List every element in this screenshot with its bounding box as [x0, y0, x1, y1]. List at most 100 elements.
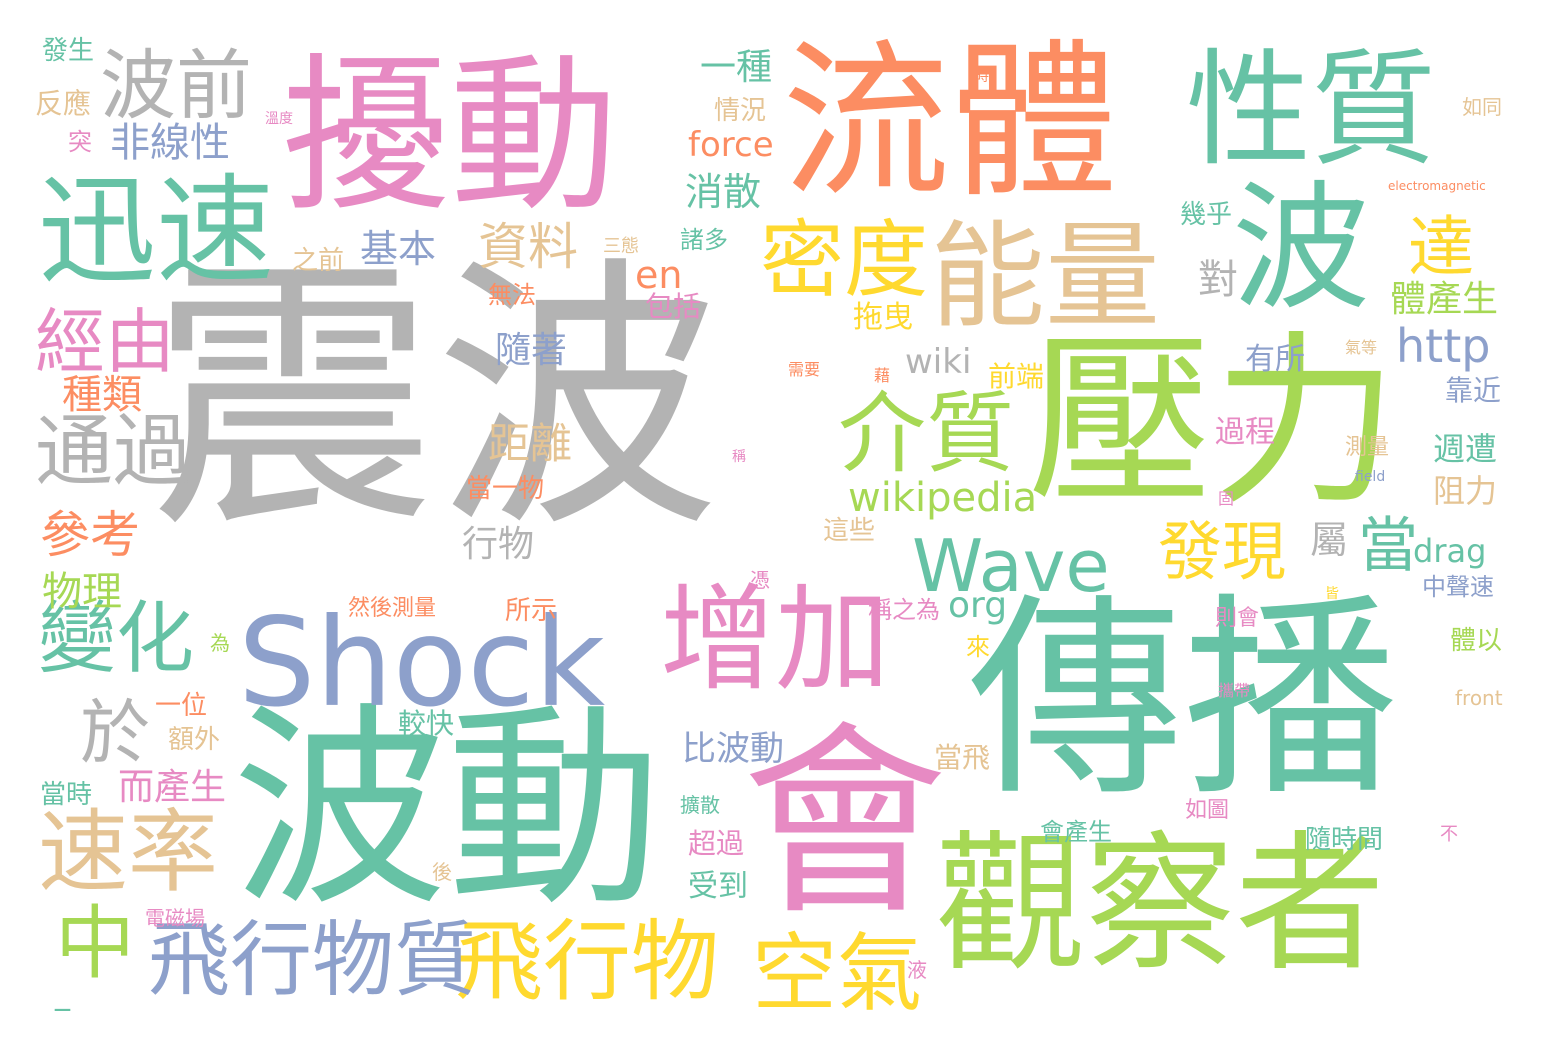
word: 幾乎 [1180, 200, 1233, 230]
word: 稱 [732, 449, 746, 465]
word: 壓力 [1028, 314, 1398, 530]
word: 測量 [1345, 435, 1390, 460]
word: electromagnetic [1388, 179, 1486, 193]
word: 當一物 [466, 474, 545, 504]
word: 氣等 [1345, 338, 1378, 357]
word: 三態 [603, 236, 639, 257]
word: en [635, 253, 683, 297]
word: 距離 [488, 419, 573, 468]
word: 對 [1198, 257, 1238, 303]
word: 週遭 [1433, 430, 1498, 468]
word: 時 [975, 69, 989, 85]
word: 則會 [1215, 606, 1260, 631]
word: 飛行物質 [148, 913, 477, 1008]
word: 中 [55, 897, 135, 990]
word: wikipedia [848, 475, 1038, 521]
word: 經由 [35, 301, 175, 383]
word: 當時 [40, 780, 93, 810]
word: 來 [966, 633, 990, 661]
word: 過程 [1215, 415, 1275, 450]
word: 額外 [168, 725, 221, 755]
word: 非線性 [110, 120, 230, 166]
word: 靠近 [1445, 374, 1502, 407]
word: 為 [210, 631, 230, 655]
word: 基本 [360, 227, 437, 271]
word: 屬 [1310, 518, 1349, 562]
word: 種類 [62, 372, 142, 418]
word: 後 [432, 860, 452, 884]
word: drag [1413, 532, 1487, 570]
word: 阻力 [1433, 472, 1498, 510]
word: 性質 [1186, 38, 1436, 183]
word: 當 [1358, 511, 1418, 581]
word: 體產生 [1390, 279, 1499, 320]
word: 包括 [645, 290, 702, 323]
word: 所示 [505, 596, 558, 626]
word: wiki [905, 342, 972, 382]
word: 迅速 [38, 162, 275, 300]
word: 而產生 [118, 767, 227, 808]
word: 震波 [150, 234, 720, 566]
word: 不 [1440, 824, 1458, 845]
word: 參考 [40, 506, 140, 564]
word: 空氣 [752, 925, 923, 1024]
word: 情況 [714, 96, 767, 126]
word: 較快 [398, 707, 455, 740]
word: 擴散 [680, 793, 720, 817]
word: 拖曳 [853, 300, 913, 335]
word: 達 [1408, 209, 1474, 286]
word: 這些 [823, 516, 876, 546]
word: 受到 [688, 869, 748, 904]
word: 行物 [462, 524, 535, 565]
word: 隨著 [495, 330, 568, 371]
word: 於 [80, 692, 150, 774]
word: 飛行物 [455, 910, 720, 1013]
word: 物理 [42, 569, 122, 615]
word: 發現 [1158, 516, 1286, 590]
word: http [1396, 319, 1491, 373]
word: 介質 [838, 382, 1015, 485]
word: 電磁場 [145, 906, 205, 930]
word: 中聲速 [1422, 573, 1494, 601]
word: _ [55, 977, 70, 1012]
word: 傳播 [968, 574, 1398, 825]
word: 藉 [874, 366, 891, 385]
word: 觀察者 [935, 818, 1386, 992]
word: 溫度 [265, 111, 293, 127]
word: 發生 [42, 36, 95, 66]
word: 憑 [750, 568, 770, 592]
word: 會 [742, 705, 947, 943]
word: 波前 [100, 41, 252, 130]
word: 通過 [35, 407, 192, 497]
word: 皆 [1325, 586, 1339, 602]
word: 需要 [788, 360, 821, 379]
word: 一位 [155, 691, 208, 721]
word: 如同 [1462, 95, 1502, 119]
word: 當飛 [934, 741, 991, 774]
word: 無法 [488, 281, 536, 309]
word: field [1355, 469, 1386, 485]
word: 波 [1232, 168, 1371, 329]
word: 攜帶 [1218, 681, 1251, 700]
word: 突 [68, 128, 92, 156]
word: 隨時間 [1305, 825, 1384, 855]
word: 消散 [685, 170, 762, 214]
word: Shock [238, 592, 606, 734]
word: 之前 [292, 246, 345, 276]
word: 體以 [1450, 626, 1503, 656]
word: 液 [907, 958, 927, 982]
word: 資料 [478, 218, 578, 276]
word: org [948, 585, 1008, 626]
word: 擾動 [282, 38, 618, 234]
word: 然後測量 [348, 596, 437, 621]
word: 流體 [782, 24, 1118, 220]
word: 一種 [700, 47, 773, 88]
word: 超過 [688, 827, 745, 860]
word: 諸多 [680, 226, 728, 254]
word: 稱之為 [868, 596, 940, 624]
word: 增加 [660, 573, 891, 707]
word: 有所 [1245, 342, 1305, 377]
word: 反應 [35, 87, 92, 120]
word: 密度 [760, 211, 929, 309]
